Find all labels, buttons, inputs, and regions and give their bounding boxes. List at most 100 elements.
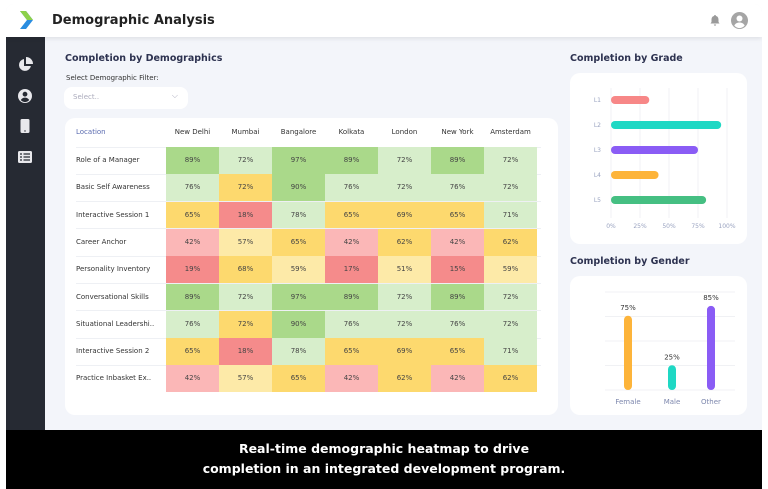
row-label: Practice Inbasket Ex.. — [76, 374, 152, 383]
caption-banner: Real-time demographic heatmap to drive c… — [6, 430, 762, 489]
column-header: Kolkata — [338, 128, 365, 136]
heatmap-cell: 89% — [431, 147, 484, 174]
gender-chart: 75% Female 25% Male 85% Other — [605, 291, 735, 406]
gender-chart-card: 75% Female 25% Male 85% Other — [570, 276, 747, 415]
heatmap-cell: 57% — [219, 228, 272, 256]
row-label: Conversational Skills — [76, 292, 149, 301]
y-tick-label: L3 — [594, 147, 601, 154]
logo-icon — [20, 11, 33, 29]
row-label: Role of a Manager — [76, 156, 140, 164]
user-icon[interactable] — [17, 88, 33, 104]
pie-chart-icon[interactable] — [17, 57, 33, 73]
heatmap-cell: 42% — [431, 228, 484, 256]
filter-label: Select Demographic Filter: — [66, 74, 159, 82]
list-icon[interactable] — [17, 149, 33, 165]
bell-icon[interactable] — [710, 15, 720, 26]
x-tick-label: 75% — [691, 223, 705, 230]
column-header: Amsterdam — [490, 128, 531, 136]
heatmap-cell: 71% — [484, 201, 537, 229]
section-title-demographics: Completion by Demographics — [65, 53, 223, 64]
grade-chart-card: 0% 25% 50% 75% 100% L1 L2 L3 L4 L5 — [570, 73, 747, 244]
select-placeholder: Select.. — [73, 93, 100, 101]
heatmap-cell: 57% — [219, 365, 272, 393]
heatmap-cell: 69% — [378, 201, 431, 229]
heatmap-cell: 62% — [484, 228, 537, 256]
heatmap-cell: 59% — [272, 256, 325, 284]
y-tick-label: L1 — [594, 97, 601, 104]
heatmap-cell: 89% — [431, 283, 484, 311]
heatmap-cell: 97% — [272, 283, 325, 311]
heatmap-cell: 65% — [166, 338, 219, 366]
heatmap-cell: 68% — [219, 256, 272, 284]
heatmap-cell: 76% — [325, 310, 378, 338]
data-label: 75% — [620, 304, 636, 312]
heatmap-cell: 62% — [378, 365, 431, 393]
heatmap-cell: 42% — [166, 228, 219, 256]
x-tick-label: Male — [664, 398, 681, 406]
user-circle-icon[interactable] — [731, 12, 748, 29]
heatmap-cell: 17% — [325, 256, 378, 284]
heatmap-cell: 65% — [431, 338, 484, 366]
section-title-grade: Completion by Grade — [570, 53, 683, 64]
heatmap-table: Location New Delhi Mumbai Bangalore Kolkata L… — [65, 118, 558, 415]
caption-line-1: Real-time demographic heatmap to drive — [238, 441, 530, 456]
heatmap-cell: 71% — [484, 338, 537, 366]
heatmap-cell: 90% — [272, 174, 325, 202]
heatmap-cell: 89% — [325, 283, 378, 311]
x-tick-label: 25% — [633, 223, 647, 230]
heatmap-cell: 42% — [431, 365, 484, 393]
heatmap-cell: 72% — [378, 283, 431, 311]
heatmap-cell: 72% — [484, 310, 537, 338]
column-header: Mumbai — [231, 128, 260, 136]
heatmap-cell: 15% — [431, 256, 484, 284]
grade-chart: 0% 25% 50% 75% 100% L1 L2 L3 L4 L5 — [594, 88, 736, 230]
heatmap-cell: 72% — [219, 147, 272, 174]
row-label: Interactive Session 2 — [76, 347, 150, 356]
mobile-icon[interactable] — [17, 118, 33, 134]
x-tick-label: Other — [701, 398, 721, 406]
data-label: 85% — [703, 294, 719, 302]
heatmap-cell: 65% — [325, 338, 378, 366]
sidebar — [6, 37, 45, 430]
heatmap-cell: 78% — [272, 201, 325, 229]
row-label: Personality Inventory — [76, 265, 151, 274]
heatmap-cell: 90% — [272, 310, 325, 338]
heatmap-cell: 76% — [166, 174, 219, 202]
heatmap-cell: 89% — [325, 147, 378, 174]
heatmap-cell: 65% — [166, 201, 219, 229]
heatmap-cell: 59% — [484, 256, 537, 284]
heatmap-cell: 18% — [219, 201, 272, 229]
heatmap-cell: 76% — [166, 310, 219, 338]
app-window: Demographic Analysis Completion by Demog… — [6, 4, 762, 430]
demographic-filter-select[interactable]: Select.. ⌵ — [64, 87, 188, 109]
y-tick-label: L5 — [594, 197, 601, 204]
heatmap-cell: 72% — [378, 310, 431, 338]
column-header: London — [391, 128, 418, 136]
heatmap-cell: 76% — [325, 174, 378, 202]
heatmap-cell: 65% — [325, 201, 378, 229]
heatmap-cell: 42% — [325, 365, 378, 393]
heatmap-cell: 89% — [166, 147, 219, 174]
data-label: 25% — [664, 353, 680, 361]
heatmap-cell: 72% — [378, 174, 431, 202]
caption-line-2: completion in an integrated development … — [202, 461, 566, 476]
section-title-gender: Completion by Gender — [570, 256, 690, 267]
heatmap-cell: 62% — [484, 365, 537, 393]
heatmap-cell: 72% — [484, 283, 537, 311]
heatmap-cell: 51% — [378, 256, 431, 284]
x-tick-label: 50% — [662, 223, 676, 230]
x-tick-label: 100% — [718, 223, 735, 230]
heatmap-cell: 72% — [219, 174, 272, 202]
heatmap-cell: 72% — [219, 310, 272, 338]
row-label: Interactive Session 1 — [76, 210, 150, 219]
header: Demographic Analysis — [6, 4, 762, 37]
heatmap-cell: 89% — [166, 283, 219, 311]
x-tick-label: 0% — [606, 223, 616, 230]
heatmap-cell: 97% — [272, 147, 325, 174]
row-label: Basic Self Awareness — [76, 183, 150, 192]
row-label: Career Anchor — [76, 237, 127, 246]
heatmap-cell: 76% — [431, 174, 484, 202]
heatmap-cell: 62% — [378, 228, 431, 256]
column-header: New York — [441, 128, 474, 136]
heatmap-cell: 72% — [484, 147, 537, 174]
